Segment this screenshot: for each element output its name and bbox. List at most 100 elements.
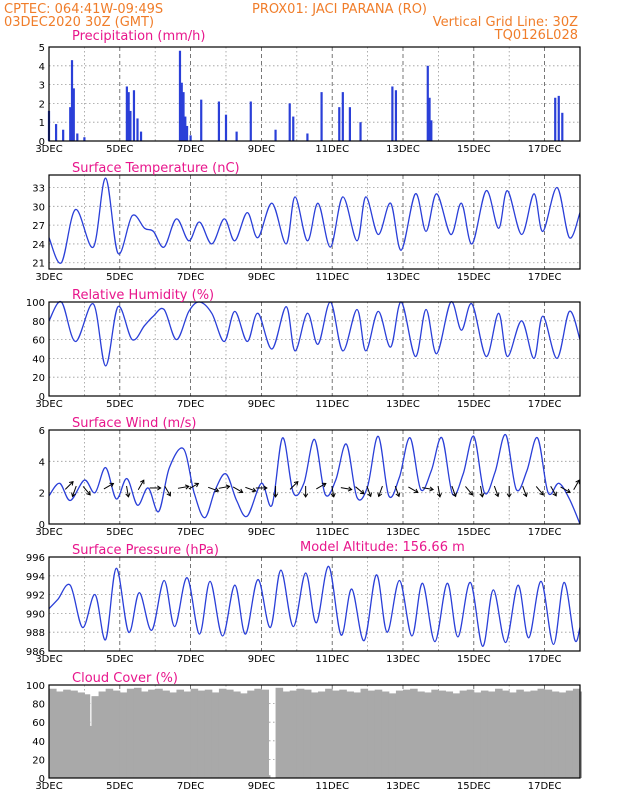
y-tick-label: 100 — [26, 298, 45, 309]
cloud-bar — [502, 690, 510, 778]
cloud-bar — [89, 725, 92, 778]
x-tick-label: 15DEC — [457, 654, 491, 665]
precip-bar — [129, 110, 132, 141]
y-tick-label: 30 — [32, 202, 45, 213]
cloud-bar — [226, 689, 234, 778]
x-tick-label: 11DEC — [315, 654, 349, 665]
precip-bar — [306, 133, 309, 141]
precip-bar — [224, 114, 228, 141]
wind-arrow — [408, 486, 419, 494]
wind-arrow — [137, 479, 145, 490]
precip-bar — [430, 120, 433, 141]
precip-bar — [182, 92, 185, 141]
cloud-bar — [544, 689, 553, 778]
x-tick-label: 15DEC — [457, 527, 491, 538]
wind-arrow-head — [157, 485, 162, 491]
precip-bar — [132, 90, 136, 141]
y-tick-label: 0 — [39, 137, 45, 148]
surface-wind-panel: 0 2 4 6 3DEC 5DEC 7DEC 9DEC 11DEC 13DEC 15DEC 17DEC… — [35, 416, 581, 538]
wind-arrow-head — [494, 492, 500, 498]
cloud-bar — [233, 691, 241, 778]
cloud-bar — [240, 693, 248, 778]
wind-arrow — [355, 486, 365, 495]
wind-arrow-head — [395, 492, 401, 498]
wind-arrow-head — [293, 480, 299, 486]
cloud-bar — [105, 688, 114, 778]
y-tick-label: 2 — [39, 99, 45, 110]
wind-arrow-head — [214, 487, 220, 493]
precip-bar — [200, 99, 203, 141]
cloud-bar — [268, 775, 271, 778]
x-tick-label: 13DEC — [386, 399, 420, 410]
wind-arrow-head — [452, 492, 457, 498]
y-tick-label: 990 — [26, 609, 45, 620]
y-tick-label: 992 — [26, 591, 45, 602]
surface-pressure-panel: 986 988 990 992 994 996 3DEC 5DEC 7DEC 9DEC 11DEC 1… — [26, 543, 581, 665]
cloud-bar — [480, 690, 489, 778]
precip-bar — [185, 125, 189, 141]
x-tick-label: 13DEC — [386, 781, 420, 792]
wind-arrow-head — [330, 492, 336, 498]
cloud-bar — [551, 691, 560, 778]
plot-frame — [48, 174, 581, 270]
wind-arrow-shaft — [366, 485, 372, 497]
x-tick-label: 15DEC — [457, 144, 491, 155]
wind-arrow-shaft — [378, 485, 383, 497]
cloud-bar — [148, 689, 156, 778]
wind-arrow-shaft — [218, 485, 230, 489]
y-tick-label: 0 — [39, 774, 45, 785]
cloud-bar — [530, 690, 539, 778]
wind-arrow-shaft — [82, 486, 91, 496]
wind-arrow — [550, 485, 557, 497]
x-tick-label: 7DEC — [177, 399, 204, 410]
y-tick-label: 988 — [26, 628, 45, 639]
x-tick-label: 9DEC — [248, 399, 275, 410]
wind-arrow — [232, 486, 244, 494]
y-tick-label: 80 — [32, 317, 45, 328]
wind-arrow-head — [86, 490, 91, 496]
wind-arrow-head — [303, 493, 309, 498]
wind-arrow — [330, 485, 336, 498]
cloud-bar — [261, 689, 269, 778]
precip-bar — [235, 131, 238, 141]
wind-arrow-head — [251, 487, 257, 493]
precip-bar — [72, 88, 75, 141]
precip-bar — [426, 65, 429, 141]
cloud-cover-panel: 0 20 40 60 80 100 3DEC 5DEC 7DEC 9DEC 11DEC 13DEC 15… — [26, 671, 582, 792]
wind-arrow-head — [552, 491, 557, 497]
wind-arrow-shaft — [422, 487, 434, 491]
cloud-bar — [155, 688, 163, 778]
wind-arrow-head — [225, 484, 231, 490]
header-vertical-grid-note: Vertical Grid Line: 30Z — [433, 15, 578, 30]
plot-frame — [48, 46, 581, 142]
precip-bar — [428, 97, 431, 141]
header-station-name: PROX01: JACI PARANA (RO) — [252, 2, 427, 17]
cloud-bar — [353, 692, 362, 778]
precip-bar — [76, 133, 79, 141]
x-tick-label: 9DEC — [248, 144, 275, 155]
cloud-bar — [204, 689, 213, 778]
cloud-bar — [438, 690, 446, 778]
x-tick-label: 9DEC — [248, 781, 275, 792]
wind-arrow-shaft — [560, 486, 571, 493]
y-tick-label: 100 — [26, 681, 45, 692]
wind-arrow — [245, 486, 257, 493]
cloud-bar — [495, 688, 503, 778]
wind-arrow-shaft — [103, 483, 114, 490]
cloud-bar — [98, 691, 107, 778]
y-tick-label: 1 — [39, 118, 45, 129]
wind-arrow-shaft — [208, 486, 219, 492]
wind-arrow — [208, 486, 220, 493]
y-tick-label: 3 — [39, 81, 45, 92]
header-run-date: 03DEC2020 30Z (GMT) — [4, 15, 154, 30]
precip-bar — [338, 107, 341, 141]
x-tick-label: 9DEC — [248, 654, 275, 665]
wind-arrow — [522, 485, 528, 498]
cloud-bar — [565, 690, 574, 778]
x-tick-label: 9DEC — [248, 527, 275, 538]
wind-arrow — [535, 486, 544, 496]
y-tick-label: 33 — [32, 184, 45, 195]
x-tick-label: 3DEC — [35, 527, 62, 538]
cloud-bar — [49, 688, 57, 778]
